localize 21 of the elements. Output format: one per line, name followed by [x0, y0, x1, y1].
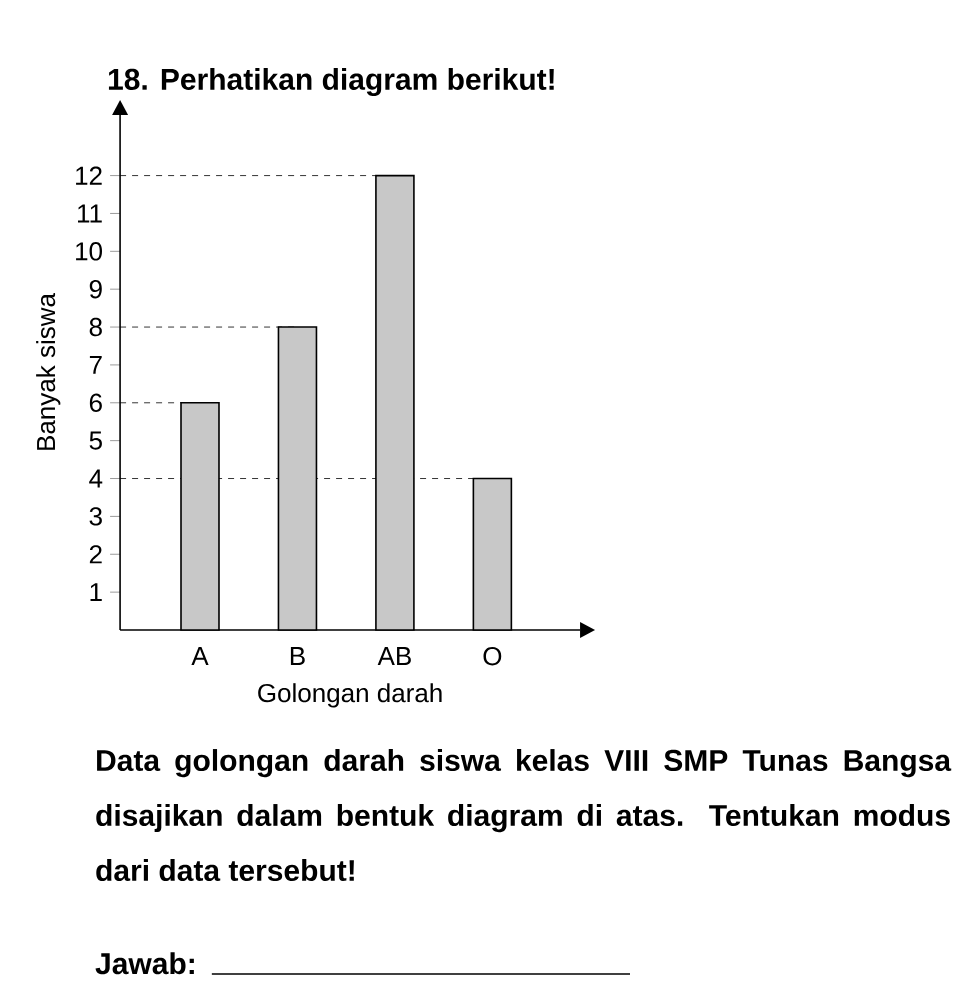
y-tick-label: 3 [89, 507, 102, 526]
x-tick-label: B [290, 647, 305, 665]
x-axis-title: Golongan darah [258, 683, 442, 708]
x-tick-label: AB [377, 647, 411, 665]
y-tick-label: 11 [78, 204, 102, 223]
text: Jawab: [95, 952, 194, 975]
y-tick-label: 2 [89, 545, 102, 564]
y-tick-label: 1 [90, 583, 102, 602]
y-tick-label: 7 [89, 355, 102, 374]
text: Data golongan darah siswa kelas VIII SMP Tunas Bangsa disajikan dalam bentuk diagram di atas. Tentukan modus dari data tersebut! [96, 749, 952, 882]
y-tick-label: 9 [89, 279, 102, 299]
y-tick-label: 4 [89, 469, 103, 488]
x-tick-label: O [483, 647, 502, 666]
y-axis-title: Banyak siswa [36, 293, 61, 450]
y-tick-label: 8 [89, 317, 102, 337]
x-tick-label: A [191, 647, 209, 665]
chart-title: 18. Perhatikan diagram berikut! [108, 67, 554, 97]
y-tick-label: 12 [76, 166, 102, 185]
y-tick-label: 5 [89, 431, 102, 450]
y-tick-label: 10 [76, 242, 103, 261]
y-tick-label: 6 [89, 393, 102, 412]
